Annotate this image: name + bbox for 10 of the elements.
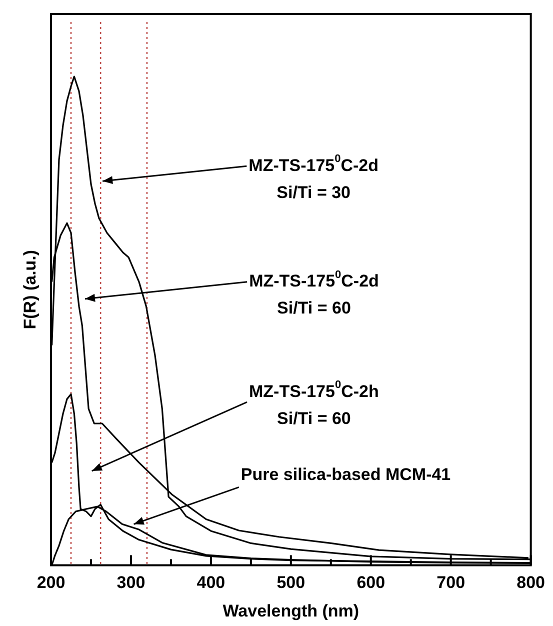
x-tick-label: 600 [356, 573, 386, 592]
x-axis-title: Wavelength (nm) [222, 601, 360, 620]
annotation: Pure silica-based MCM-41 [240, 464, 451, 484]
x-tick-label: 200 [36, 573, 66, 592]
x-tick-label: 300 [116, 573, 146, 592]
x-tick-label: 500 [276, 573, 306, 592]
x-tick-label: 800 [516, 573, 546, 592]
x-tick-label: 400 [196, 573, 226, 592]
y-axis-title: F(R) (a.u.) [20, 250, 40, 330]
x-tick-label: 700 [436, 573, 466, 592]
